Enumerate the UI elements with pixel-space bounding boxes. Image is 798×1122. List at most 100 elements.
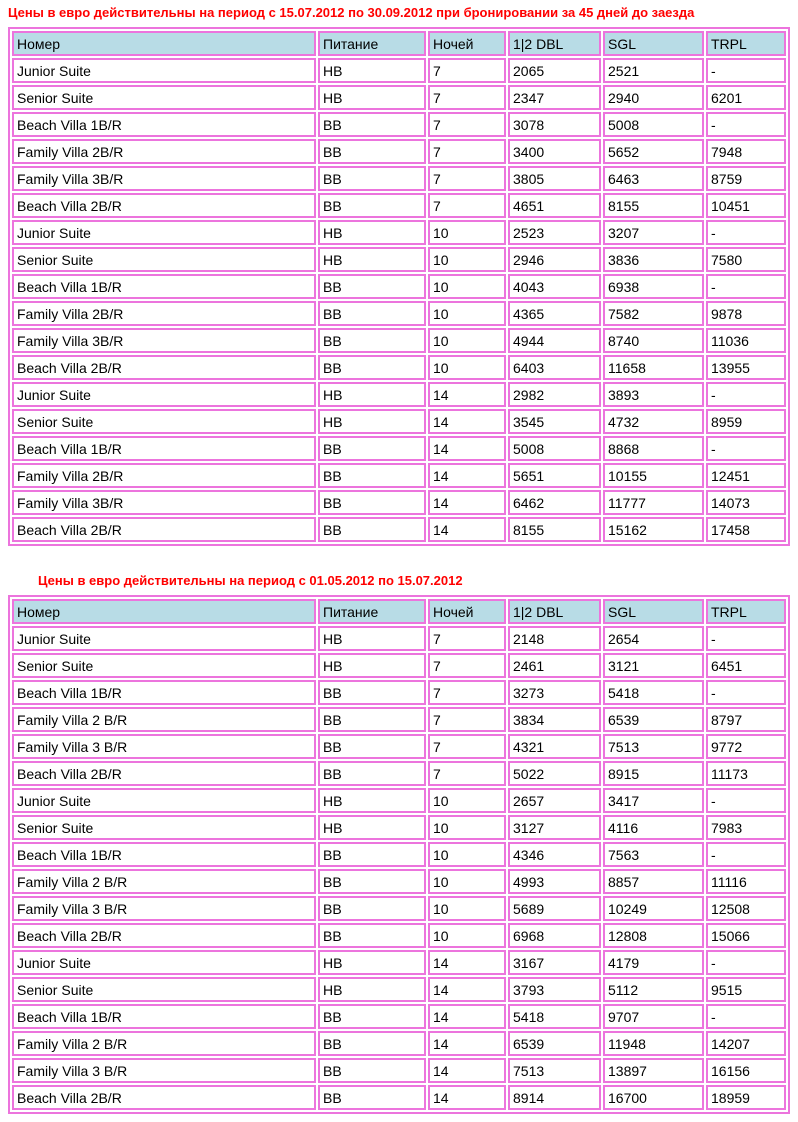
trpl-price-cell: -: [706, 274, 786, 299]
nights-cell: 7: [428, 734, 506, 759]
trpl-price-cell: 14073: [706, 490, 786, 515]
nights-cell: 10: [428, 896, 506, 921]
nights-header: Ночей: [428, 31, 506, 56]
meal-plan-cell: BB: [318, 139, 426, 164]
dbl-price-cell: 7513: [508, 1058, 601, 1083]
meal-plan-cell: BB: [318, 680, 426, 705]
nights-cell: 14: [428, 517, 506, 542]
trpl-price-cell: 8759: [706, 166, 786, 191]
nights-cell: 7: [428, 626, 506, 651]
room-name-cell: Family Villa 2 B/R: [12, 869, 316, 894]
sgl-price-cell: 10249: [603, 896, 704, 921]
dbl-price-cell: 5689: [508, 896, 601, 921]
trpl-price-cell: 8797: [706, 707, 786, 732]
room-name-cell: Family Villa 2B/R: [12, 301, 316, 326]
dbl-price-cell: 4321: [508, 734, 601, 759]
nights-cell: 10: [428, 301, 506, 326]
meal-plan-cell: BB: [318, 1085, 426, 1110]
sgl-price-cell: 8868: [603, 436, 704, 461]
sgl-price-cell: 9707: [603, 1004, 704, 1029]
table-row: Family Villa 2B/R BB 7 3400 5652 7948: [12, 139, 786, 164]
table-row: Junior Suite HB 14 2982 3893-: [12, 382, 786, 407]
room-name-cell: Beach Villa 1B/R: [12, 1004, 316, 1029]
dbl-price-cell: 2065: [508, 58, 601, 83]
nights-cell: 14: [428, 490, 506, 515]
dbl-price-cell: 2982: [508, 382, 601, 407]
header-row: Номер Питание Ночей 1|2 DBL SGL TRPL: [12, 31, 786, 56]
room-name-cell: Senior Suite: [12, 409, 316, 434]
trpl-price-cell: 8959: [706, 409, 786, 434]
meal-plan-cell: BB: [318, 707, 426, 732]
dbl-price-cell: 6462: [508, 490, 601, 515]
dbl-price-cell: 4944: [508, 328, 601, 353]
table-row: Family Villa 2B/R BB 14 5651 10155 12451: [12, 463, 786, 488]
meal-plan-cell: HB: [318, 653, 426, 678]
room-name-cell: Family Villa 2 B/R: [12, 707, 316, 732]
nights-cell: 14: [428, 409, 506, 434]
dbl-price-cell: 2657: [508, 788, 601, 813]
table-row: Junior Suite HB 10 2657 3417-: [12, 788, 786, 813]
dbl-price-header: 1|2 DBL: [508, 599, 601, 624]
trpl-price-header: TRPL: [706, 31, 786, 56]
table-row: Senior Suite HB 14 3545 4732 8959: [12, 409, 786, 434]
table-row: Junior Suite HB 7 2065 2521-: [12, 58, 786, 83]
table-row: Beach Villa 1B/R BB 7 3078 5008-: [12, 112, 786, 137]
room-name-cell: Senior Suite: [12, 247, 316, 272]
table-row: Family Villa 2 B/R BB 7 3834 6539 8797: [12, 707, 786, 732]
trpl-price-cell: 11173: [706, 761, 786, 786]
room-name-cell: Beach Villa 2B/R: [12, 193, 316, 218]
room-name-cell: Beach Villa 1B/R: [12, 680, 316, 705]
trpl-price-cell: 6451: [706, 653, 786, 678]
sgl-price-cell: 11948: [603, 1031, 704, 1056]
trpl-price-cell: -: [706, 436, 786, 461]
sgl-price-cell: 2654: [603, 626, 704, 651]
room-name-header: Номер: [12, 599, 316, 624]
table-row: Beach Villa 2B/R BB 14 8914 16700 18959: [12, 1085, 786, 1110]
meal-plan-header: Питание: [318, 31, 426, 56]
sgl-price-cell: 8155: [603, 193, 704, 218]
sgl-price-cell: 3207: [603, 220, 704, 245]
nights-cell: 14: [428, 1085, 506, 1110]
room-name-cell: Beach Villa 1B/R: [12, 112, 316, 137]
table-row: Junior Suite HB 14 3167 4179-: [12, 950, 786, 975]
nights-cell: 7: [428, 166, 506, 191]
table-row: Senior Suite HB 10 3127 4116 7983: [12, 815, 786, 840]
room-name-cell: Beach Villa 1B/R: [12, 842, 316, 867]
dbl-price-cell: 3167: [508, 950, 601, 975]
dbl-price-cell: 3805: [508, 166, 601, 191]
room-name-cell: Family Villa 2B/R: [12, 139, 316, 164]
meal-plan-cell: HB: [318, 220, 426, 245]
dbl-price-cell: 5651: [508, 463, 601, 488]
trpl-price-cell: -: [706, 112, 786, 137]
nights-cell: 10: [428, 815, 506, 840]
dbl-price-cell: 4346: [508, 842, 601, 867]
dbl-price-cell: 4043: [508, 274, 601, 299]
nights-cell: 10: [428, 842, 506, 867]
trpl-price-cell: 9878: [706, 301, 786, 326]
nights-cell: 14: [428, 382, 506, 407]
price-section-high-season: Цены в евро действительны на период с 15…: [8, 5, 790, 546]
table-row: Junior Suite HB 7 2148 2654-: [12, 626, 786, 651]
trpl-price-cell: 7983: [706, 815, 786, 840]
nights-cell: 14: [428, 1058, 506, 1083]
dbl-price-cell: 2461: [508, 653, 601, 678]
meal-plan-cell: BB: [318, 869, 426, 894]
dbl-price-cell: 8155: [508, 517, 601, 542]
meal-plan-cell: BB: [318, 274, 426, 299]
nights-cell: 7: [428, 58, 506, 83]
table-row: Junior Suite HB 10 2523 3207-: [12, 220, 786, 245]
room-name-cell: Beach Villa 2B/R: [12, 355, 316, 380]
meal-plan-cell: BB: [318, 166, 426, 191]
sgl-price-cell: 3121: [603, 653, 704, 678]
table-row: Beach Villa 1B/R BB 10 4346 7563-: [12, 842, 786, 867]
meal-plan-cell: BB: [318, 842, 426, 867]
table-row: Beach Villa 1B/R BB 14 5008 8868-: [12, 436, 786, 461]
nights-cell: 10: [428, 247, 506, 272]
dbl-price-cell: 6968: [508, 923, 601, 948]
dbl-price-cell: 2347: [508, 85, 601, 110]
sgl-price-cell: 2521: [603, 58, 704, 83]
trpl-price-cell: 14207: [706, 1031, 786, 1056]
table-row: Family Villa 3 B/R BB 7 4321 7513 9772: [12, 734, 786, 759]
meal-plan-cell: BB: [318, 734, 426, 759]
